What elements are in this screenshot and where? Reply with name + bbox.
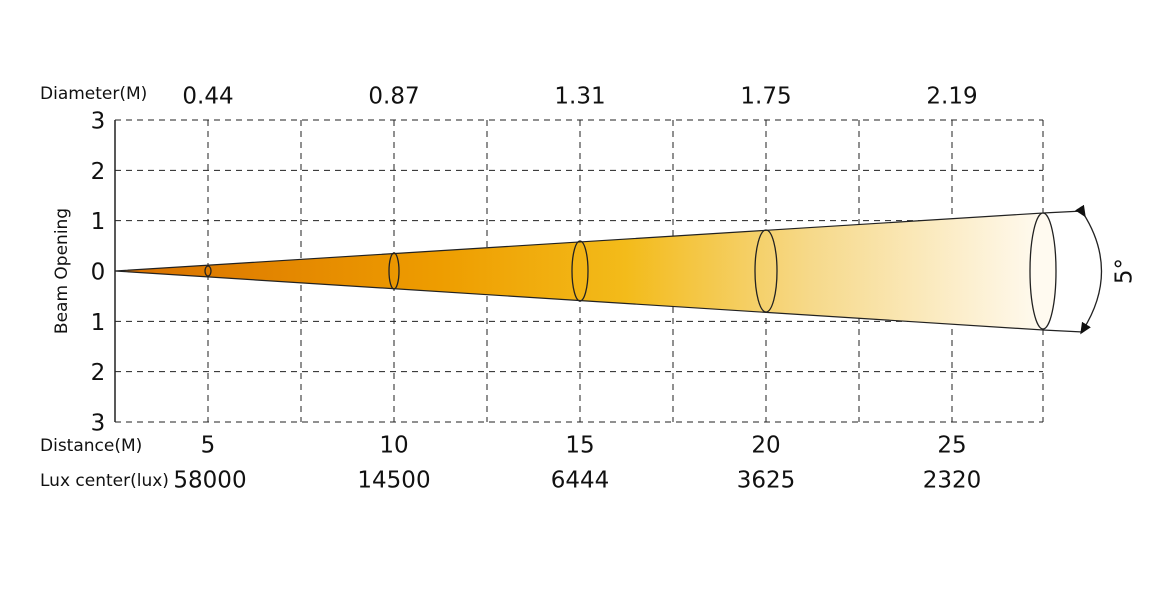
beam-section <box>204 265 212 277</box>
diameter-value: 1.31 <box>554 84 605 110</box>
angle-arc <box>1075 204 1103 335</box>
angle-label: 5° <box>1112 258 1138 284</box>
y-tick-label: 3 <box>91 411 106 437</box>
lux-value: 6444 <box>551 468 610 494</box>
angle-guide <box>1042 210 1084 214</box>
distance-value: 5 <box>201 433 216 459</box>
beam-section <box>388 252 400 290</box>
lux-value: 58000 <box>173 468 246 494</box>
beam-section <box>571 240 589 302</box>
distance-value: 15 <box>565 433 594 459</box>
diameter-value: 1.75 <box>740 84 791 110</box>
distance-value: 20 <box>751 433 780 459</box>
y-tick-label: 1 <box>91 310 106 336</box>
y-tick-label: 2 <box>91 159 106 185</box>
lux-value: 2320 <box>923 468 982 494</box>
y-tick-label: 3 <box>91 109 106 135</box>
diameter-label: Diameter(M) <box>40 84 147 104</box>
distance-label: Distance(M) <box>40 436 142 456</box>
lux-value: 3625 <box>737 468 796 494</box>
y-tick-label: 2 <box>91 360 106 386</box>
y-tick-label: 1 <box>91 209 106 235</box>
y-tick-label: 0 <box>91 260 106 286</box>
distance-value: 25 <box>937 433 966 459</box>
y-axis-label: Beam Opening <box>52 208 72 334</box>
distance-value: 10 <box>379 433 408 459</box>
diameter-value: 0.44 <box>182 84 233 110</box>
beam-section <box>1029 212 1057 330</box>
angle-guide <box>1042 329 1084 333</box>
diameter-value: 0.87 <box>368 84 419 110</box>
diameter-value: 2.19 <box>926 84 977 110</box>
beam-section <box>754 229 778 313</box>
lux-value: 14500 <box>357 468 430 494</box>
beam-cone <box>114 212 1044 331</box>
lux-label: Lux center(lux) <box>40 471 169 491</box>
